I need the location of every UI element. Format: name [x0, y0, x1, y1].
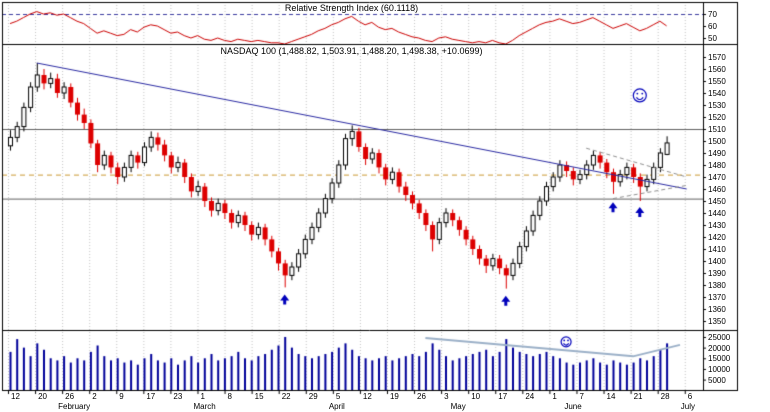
month-label: May: [450, 402, 466, 411]
date-tick-label: 17: [498, 392, 508, 401]
price-axis-label: 1380: [708, 281, 726, 290]
date-tick-label: 17: [146, 392, 156, 401]
price-axis-label: 1470: [708, 173, 726, 182]
price-axis-label: 1450: [708, 197, 726, 206]
month-label: April: [328, 402, 345, 411]
price-axis-label: 1530: [708, 101, 726, 110]
month-label: June: [564, 402, 582, 411]
price-axis-label: 1520: [708, 113, 726, 122]
month-label: July: [680, 402, 695, 411]
date-tick-label: 23: [173, 392, 183, 401]
rsi-axis-label: 50: [708, 34, 717, 43]
date-tick-label: 28: [660, 392, 670, 401]
price-axis-label: 1390: [708, 269, 726, 278]
rsi-panel-title: Relative Strength Index (60.1118): [284, 3, 419, 13]
date-tick-label: 24: [525, 392, 535, 401]
date-tick-label: 3: [444, 392, 449, 401]
price-axis-label: 1360: [708, 305, 726, 314]
volume-axis-label: 25000: [708, 333, 731, 342]
price-axis-label: 1560: [708, 65, 726, 74]
date-tick-label: 7: [579, 392, 584, 401]
price-axis-label: 1410: [708, 245, 726, 254]
price-panel-title: NASDAQ 100 (1,488.82, 1,503.91, 1,488.20…: [220, 46, 483, 56]
date-tick-label: 8: [227, 392, 232, 401]
price-axis-label: 1540: [708, 89, 726, 98]
volume-axis-label: 20000: [708, 344, 731, 353]
date-tick-label: 10: [471, 392, 481, 401]
date-tick-label: 21: [633, 392, 643, 401]
month-label: March: [193, 402, 216, 411]
date-tick-label: 22: [281, 392, 291, 401]
price-axis-label: 1550: [708, 77, 726, 86]
rsi-axis-label: 70: [708, 10, 717, 19]
rsi-axis-label: 60: [708, 22, 717, 31]
price-axis-label: 1350: [708, 317, 726, 326]
date-tick-label: 19: [389, 392, 399, 401]
volume-axis-label: 10000: [708, 365, 731, 374]
date-tick-label: 12: [11, 392, 20, 401]
date-tick-label: 26: [65, 392, 75, 401]
date-tick-label: 2: [92, 392, 97, 401]
date-tick-label: 15: [254, 392, 264, 401]
price-axis-label: 1510: [708, 125, 726, 134]
price-axis-label: 1460: [708, 185, 726, 194]
date-tick-label: 6: [687, 392, 693, 401]
month-label: February: [58, 402, 91, 411]
price-axis-label: 1490: [708, 149, 726, 158]
price-axis-label: 1430: [708, 221, 726, 230]
price-axis-label: 1420: [708, 233, 726, 242]
date-tick-label: 1: [552, 392, 557, 401]
price-axis-label: 1440: [708, 209, 726, 218]
price-axis-label: 1480: [708, 161, 726, 170]
price-axis-label: 1570: [708, 53, 726, 62]
volume-axis-label: 5000: [708, 376, 726, 385]
price-axis-label: 1500: [708, 137, 726, 146]
volume-axis-label: 15000: [708, 354, 731, 363]
date-tick-label: 14: [606, 392, 616, 401]
date-tick-label: 1: [200, 392, 205, 401]
date-tick-label: 20: [38, 392, 47, 401]
date-tick-label: 12: [362, 392, 372, 401]
price-axis-label: 1370: [708, 293, 726, 302]
date-tick-label: 9: [119, 392, 124, 401]
date-tick-label: 29: [308, 392, 318, 401]
price-axis-label: 1400: [708, 257, 726, 266]
date-tick-label: 5: [335, 392, 341, 401]
date-tick-label: 26: [417, 392, 426, 401]
